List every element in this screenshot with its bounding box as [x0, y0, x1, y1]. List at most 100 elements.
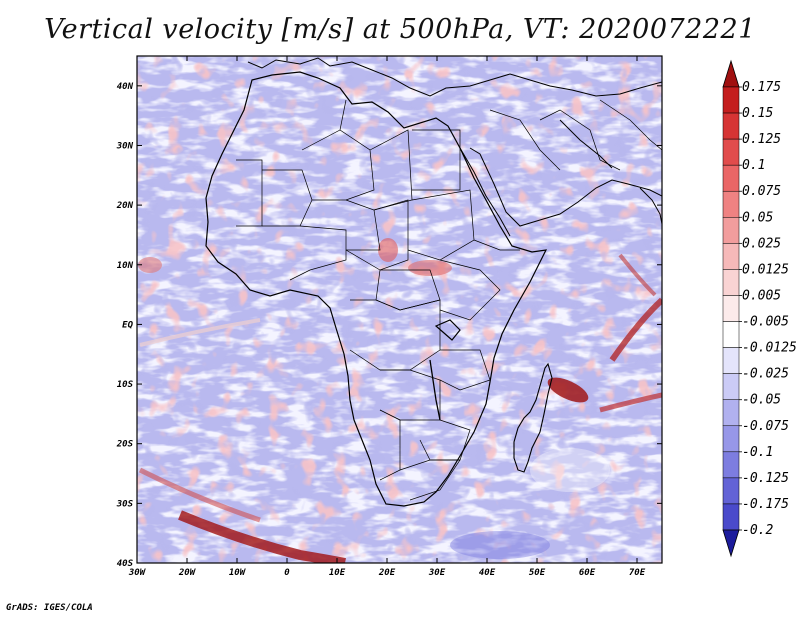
- border-south-africa: [399, 459, 461, 501]
- border-ethiopia-north: [473, 239, 520, 251]
- colorbar-segment: [722, 425, 740, 453]
- colorbar-segment: [722, 138, 740, 166]
- colorbar-segment: [722, 190, 740, 218]
- lon-tick-label: 20W: [178, 568, 197, 578]
- colorbar-label: -0.05: [742, 393, 781, 408]
- colorbar-segment: [722, 321, 740, 348]
- ascent-patch-central-africa: [378, 238, 398, 262]
- colorbar-label: 0.125: [742, 132, 781, 147]
- border-middle-east-2: [489, 109, 561, 171]
- colorbar-segment: [722, 477, 740, 505]
- lon-tick-label: 20E: [378, 568, 396, 578]
- lon-tick-label: 10W: [229, 568, 247, 578]
- colorbar-bottom-arrow: [722, 529, 740, 558]
- lat-tick-label: 10N: [117, 261, 134, 271]
- lat-tick-label: 20N: [116, 201, 134, 211]
- grads-credit: GrADS: IGES/COLA: [6, 603, 93, 613]
- country-borders: [236, 99, 662, 501]
- colorbar-label: 0.05: [742, 210, 773, 225]
- colorbar-segment: [722, 164, 740, 192]
- border-libya: [369, 129, 413, 211]
- lon-tick-label: 30E: [428, 568, 446, 578]
- colorbar-segment: [722, 295, 740, 322]
- colorbar-segment: [722, 112, 740, 140]
- coastlines: [205, 57, 662, 507]
- lon-tick-label: 30W: [128, 568, 147, 578]
- colorbar-label: -0.005: [742, 315, 789, 330]
- ascent-streak-arabian-sea: [618, 253, 657, 297]
- colorbar-segment: [722, 86, 740, 114]
- colorbar-segment: [722, 347, 740, 374]
- colorbar-segment: [722, 399, 740, 427]
- colorbar-label: 0.175: [742, 80, 781, 95]
- colorbar-label: 0.005: [742, 288, 781, 303]
- border-chad: [373, 199, 409, 271]
- india-coastline: [639, 187, 662, 225]
- colorbar-label: -0.075: [742, 419, 789, 434]
- ascent-band-indian-ocean: [609, 297, 662, 362]
- lon-tick-label: 70E: [629, 568, 646, 578]
- colorbar-label: 0.025: [742, 236, 781, 251]
- colorbar-segment: [722, 503, 740, 531]
- border-tanzania: [439, 349, 491, 391]
- ascent-streak-south-atlantic: [138, 467, 261, 523]
- colorbar-label: 0.1: [742, 158, 765, 173]
- map-title: Vertical velocity [m/s] at 500hPa, VT: 2…: [44, 14, 756, 45]
- colorbar-segment: [722, 451, 740, 479]
- colorbar-segment: [722, 217, 740, 244]
- colorbar-top-arrow: [722, 59, 740, 88]
- strong-ascent-feature-madagascar: [547, 377, 589, 403]
- colorbar-segment: [722, 243, 740, 270]
- red-sea-coast: [459, 147, 511, 237]
- lon-tick-label: 50E: [529, 568, 546, 578]
- map-frame: [136, 55, 663, 564]
- ascent-band-southeast: [599, 392, 662, 413]
- border-algeria-tunisia: [339, 99, 347, 131]
- lat-tick-label: EQ: [122, 320, 133, 330]
- longitude-axis: 30W 20W 10W 0 10E 20E 30E 40E 50E 60E 70E: [128, 56, 646, 578]
- colorbar-label: -0.1: [742, 445, 773, 460]
- lat-tick-label: 10S: [117, 380, 134, 390]
- calm-area-southwest-indian-ocean: [530, 448, 610, 492]
- colorbar-label: 0.15: [742, 106, 773, 121]
- border-nigeria-west: [289, 225, 347, 281]
- border-algeria-south: [301, 129, 375, 201]
- lake-victoria: [434, 319, 461, 341]
- africa-coastline: [205, 71, 548, 507]
- lake-tanganyika-malawi: [429, 359, 441, 421]
- border-cameroon: [345, 249, 381, 301]
- colorbar-label: -0.175: [742, 497, 789, 512]
- lat-tick-label: 30N: [116, 141, 134, 151]
- border-egypt: [412, 129, 461, 191]
- lat-tick-label: 40N: [117, 82, 134, 92]
- descent-patch-southern-ocean: [450, 531, 550, 559]
- weak-streak-atlantic: [139, 318, 261, 347]
- colorbar-label: -0.0125: [742, 341, 797, 356]
- lat-tick-label: 40S: [117, 559, 134, 569]
- lon-tick-label: 40E: [479, 568, 496, 578]
- colorbar-label: 0.0125: [742, 262, 789, 277]
- persian-gulf-coast: [559, 119, 613, 169]
- colorbar-label: -0.025: [742, 367, 789, 382]
- ascent-patch-sudan: [408, 260, 452, 276]
- border-niger: [345, 199, 381, 251]
- arabia-coastline: [469, 147, 662, 227]
- colorbar-label: -0.125: [742, 471, 789, 486]
- madagascar-coastline: [513, 362, 553, 473]
- latitude-axis: 40N 30N 20N 10N EQ 10S 20S 30S 40S: [116, 82, 662, 569]
- colorbar-segment: [722, 373, 740, 400]
- colorbar: 0.175 0.15 0.125 0.1 0.075 0.05 0.025 0.0125 0.0…: [722, 59, 797, 558]
- lon-tick-label: 0: [284, 568, 290, 578]
- colorbar-label: -0.2: [742, 523, 773, 538]
- border-middle-east-1: [539, 109, 621, 171]
- lon-tick-label: 60E: [579, 568, 596, 578]
- lat-tick-label: 30S: [116, 499, 134, 509]
- lon-tick-label: 10E: [329, 568, 346, 578]
- border-namibia: [379, 409, 401, 481]
- ascent-patch-west-coast: [138, 257, 162, 273]
- colorbar-segment: [722, 269, 740, 296]
- border-iran-afghanistan: [599, 99, 662, 151]
- europe-coastline: [247, 57, 662, 97]
- ascent-band-south-atlantic: [178, 510, 346, 563]
- lat-tick-label: 20S: [116, 440, 134, 450]
